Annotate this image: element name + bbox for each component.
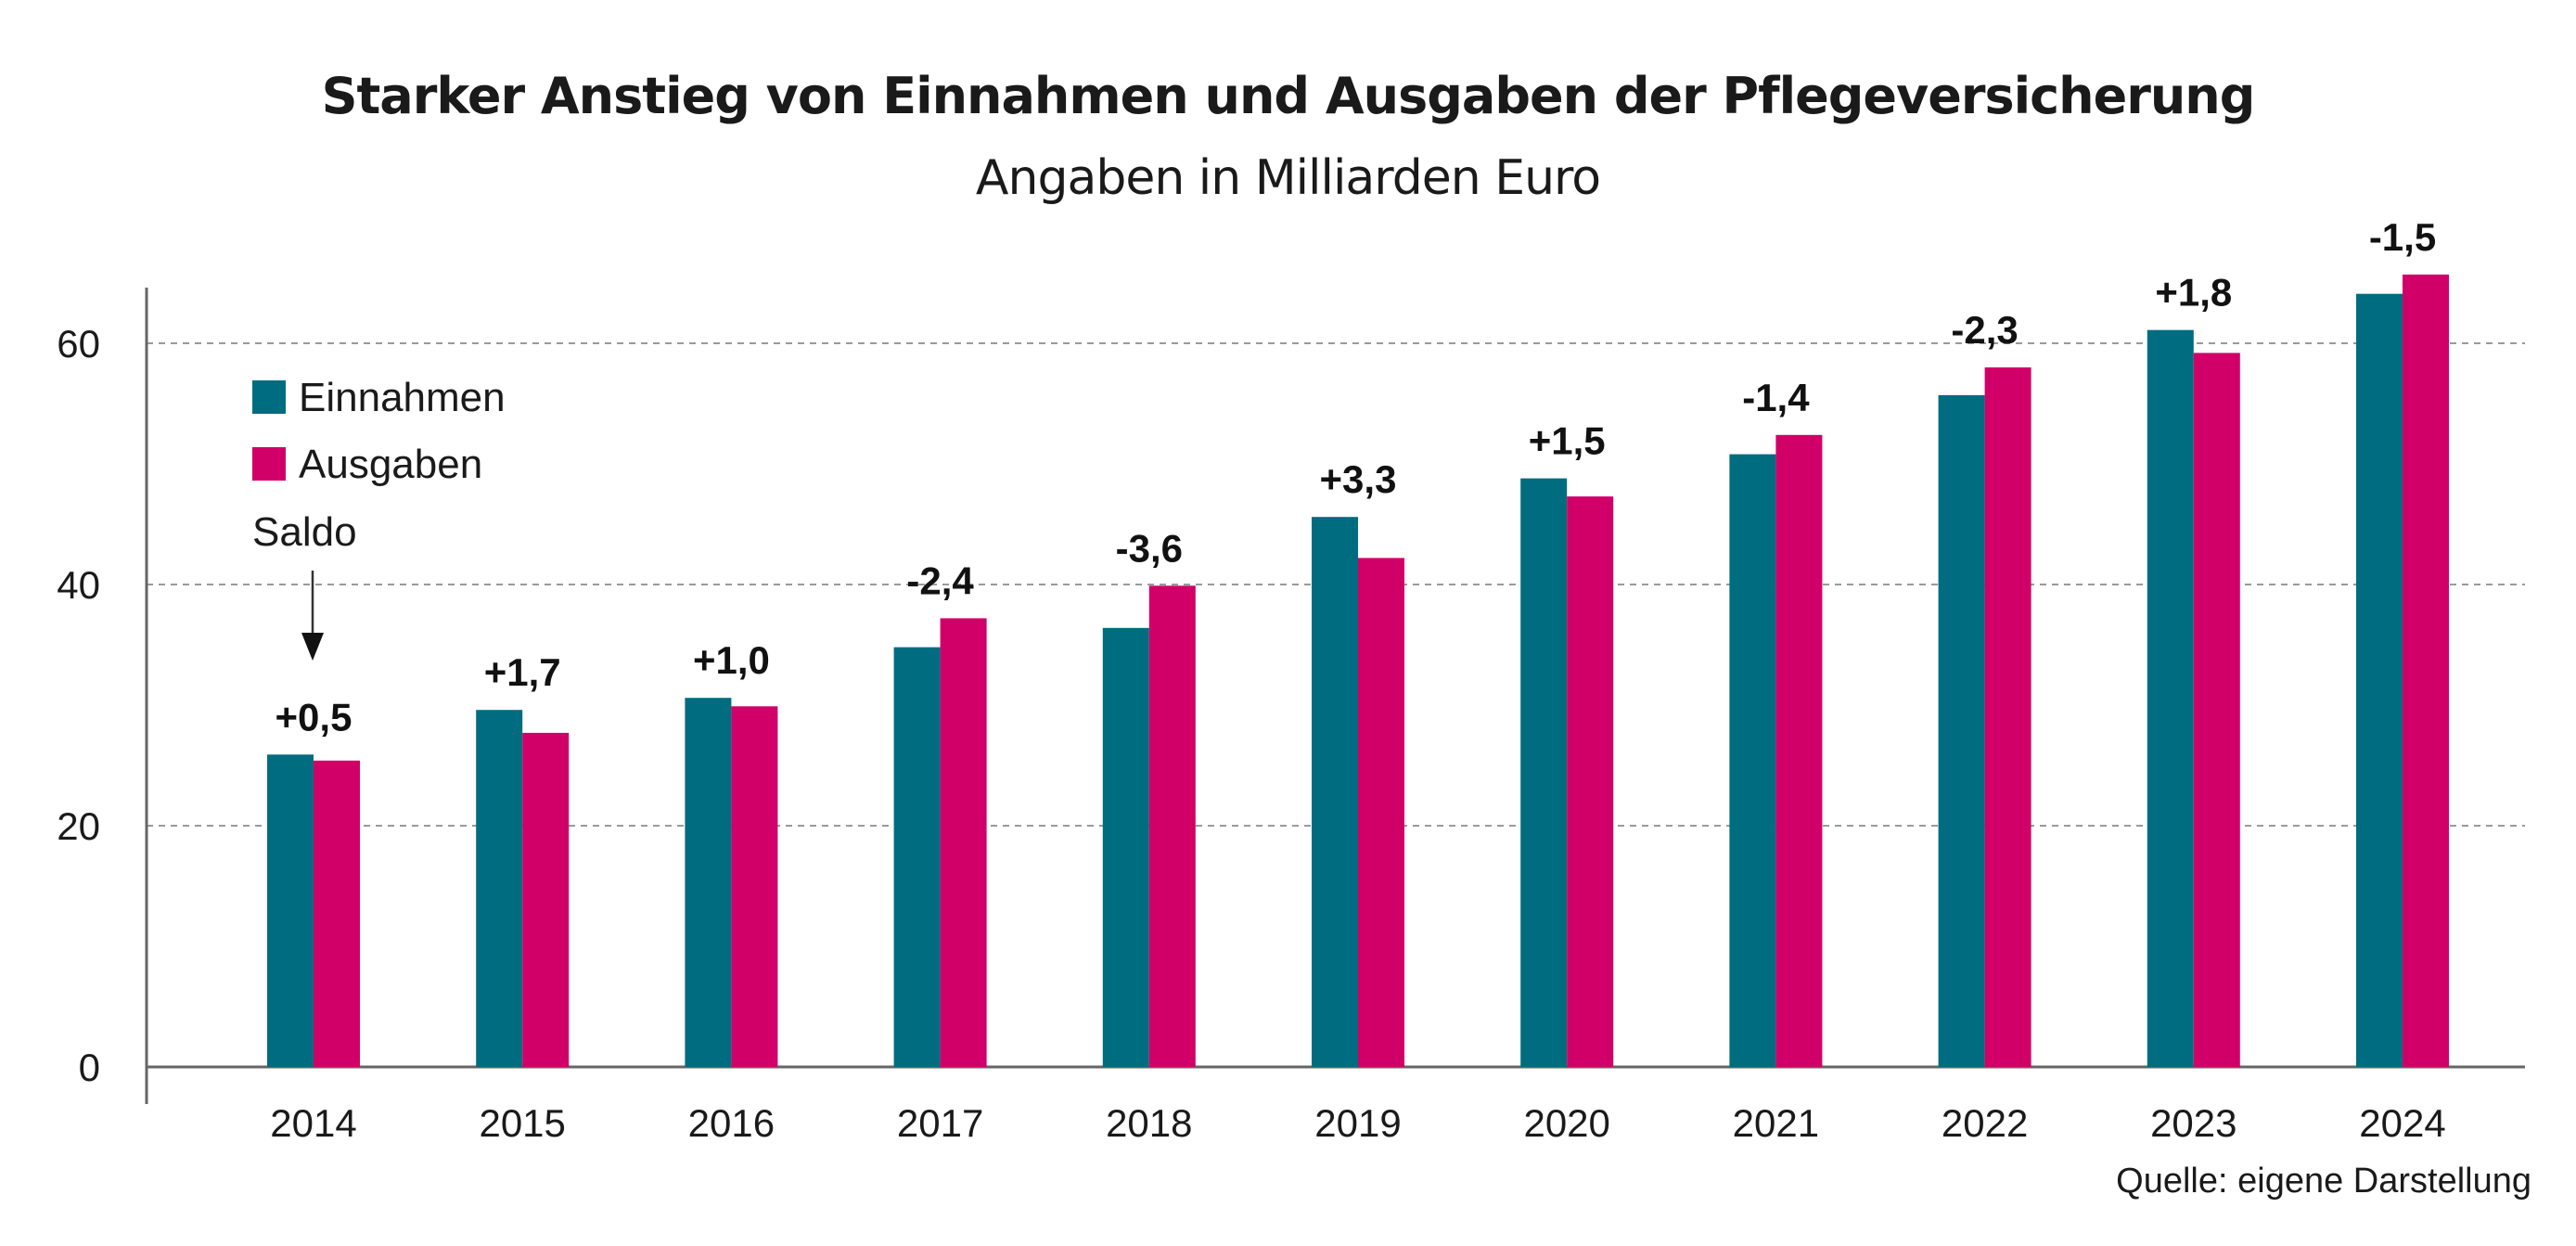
x-tick-label: 2014	[270, 1101, 356, 1145]
bar-ausgaben	[731, 706, 778, 1067]
y-tick-label: 40	[57, 563, 100, 607]
saldo-label: -2,4	[906, 559, 974, 602]
saldo-label: +1,8	[2155, 271, 2232, 315]
x-tick-label: 2023	[2150, 1101, 2236, 1145]
bar-ausgaben	[522, 732, 570, 1067]
y-tick-label: 0	[79, 1046, 100, 1089]
y-tick-label: 60	[57, 322, 100, 366]
bar-ausgaben	[1358, 558, 1404, 1067]
legend-swatch-ausgaben	[252, 447, 286, 481]
saldo-label: +1,0	[693, 638, 770, 682]
x-tick-label: 2015	[479, 1101, 565, 1145]
bar-einnahmen	[2356, 293, 2403, 1067]
y-tick-label: 20	[57, 804, 100, 848]
saldo-label: -2,3	[1951, 308, 2018, 352]
x-tick-label: 2020	[1523, 1101, 1609, 1145]
source-note: Quelle: eigene Darstellung	[2116, 1162, 2531, 1201]
x-tick-label: 2024	[2359, 1101, 2445, 1145]
x-tick-label: 2021	[1733, 1101, 1819, 1145]
legend-swatch-einnahmen	[252, 380, 286, 414]
bar-einnahmen	[2147, 329, 2194, 1067]
legend-label-ausgaben: Ausgaben	[299, 442, 482, 487]
x-tick-label: 2018	[1106, 1101, 1192, 1145]
bar-einnahmen	[267, 754, 314, 1067]
bar-ausgaben	[1984, 367, 2031, 1067]
bar-ausgaben	[1567, 496, 1614, 1067]
bar-ausgaben	[1148, 585, 1196, 1067]
bar-ausgaben	[314, 760, 360, 1067]
x-tick-label: 2017	[897, 1101, 983, 1145]
bar-einnahmen	[893, 647, 941, 1067]
x-tick-label: 2022	[1942, 1101, 2028, 1145]
saldo-label: +1,5	[1529, 419, 1606, 463]
chart-title: Starker Anstieg von Einnahmen und Ausgab…	[321, 67, 2256, 125]
bar-ausgaben	[940, 618, 987, 1067]
x-tick-label: 2016	[688, 1101, 775, 1145]
bar-ausgaben	[2403, 274, 2449, 1067]
bar-einnahmen	[1312, 517, 1358, 1067]
bar-einnahmen	[1938, 394, 1985, 1067]
bar-einnahmen	[1729, 454, 1776, 1068]
bar-ausgaben	[2193, 353, 2240, 1067]
bar-ausgaben	[1775, 434, 1823, 1067]
saldo-label: +3,3	[1320, 457, 1397, 501]
saldo-label: +1,7	[484, 650, 561, 694]
saldo-label: +0,5	[276, 695, 352, 739]
bar-einnahmen	[1520, 478, 1568, 1067]
saldo-label: -3,6	[1116, 526, 1183, 570]
bar-einnahmen	[476, 710, 523, 1067]
chart-subtitle: Angaben in Milliarden Euro	[975, 150, 1601, 206]
saldo-arrow-head	[301, 633, 324, 661]
saldo-annotation: Saldo	[252, 509, 357, 555]
bar-einnahmen	[685, 698, 732, 1067]
saldo-label: -1,5	[2369, 215, 2436, 259]
saldo-label: -1,4	[1742, 376, 1810, 419]
bar-einnahmen	[1102, 627, 1149, 1067]
legend-label-einnahmen: Einnahmen	[299, 375, 506, 420]
x-tick-label: 2019	[1314, 1101, 1401, 1145]
